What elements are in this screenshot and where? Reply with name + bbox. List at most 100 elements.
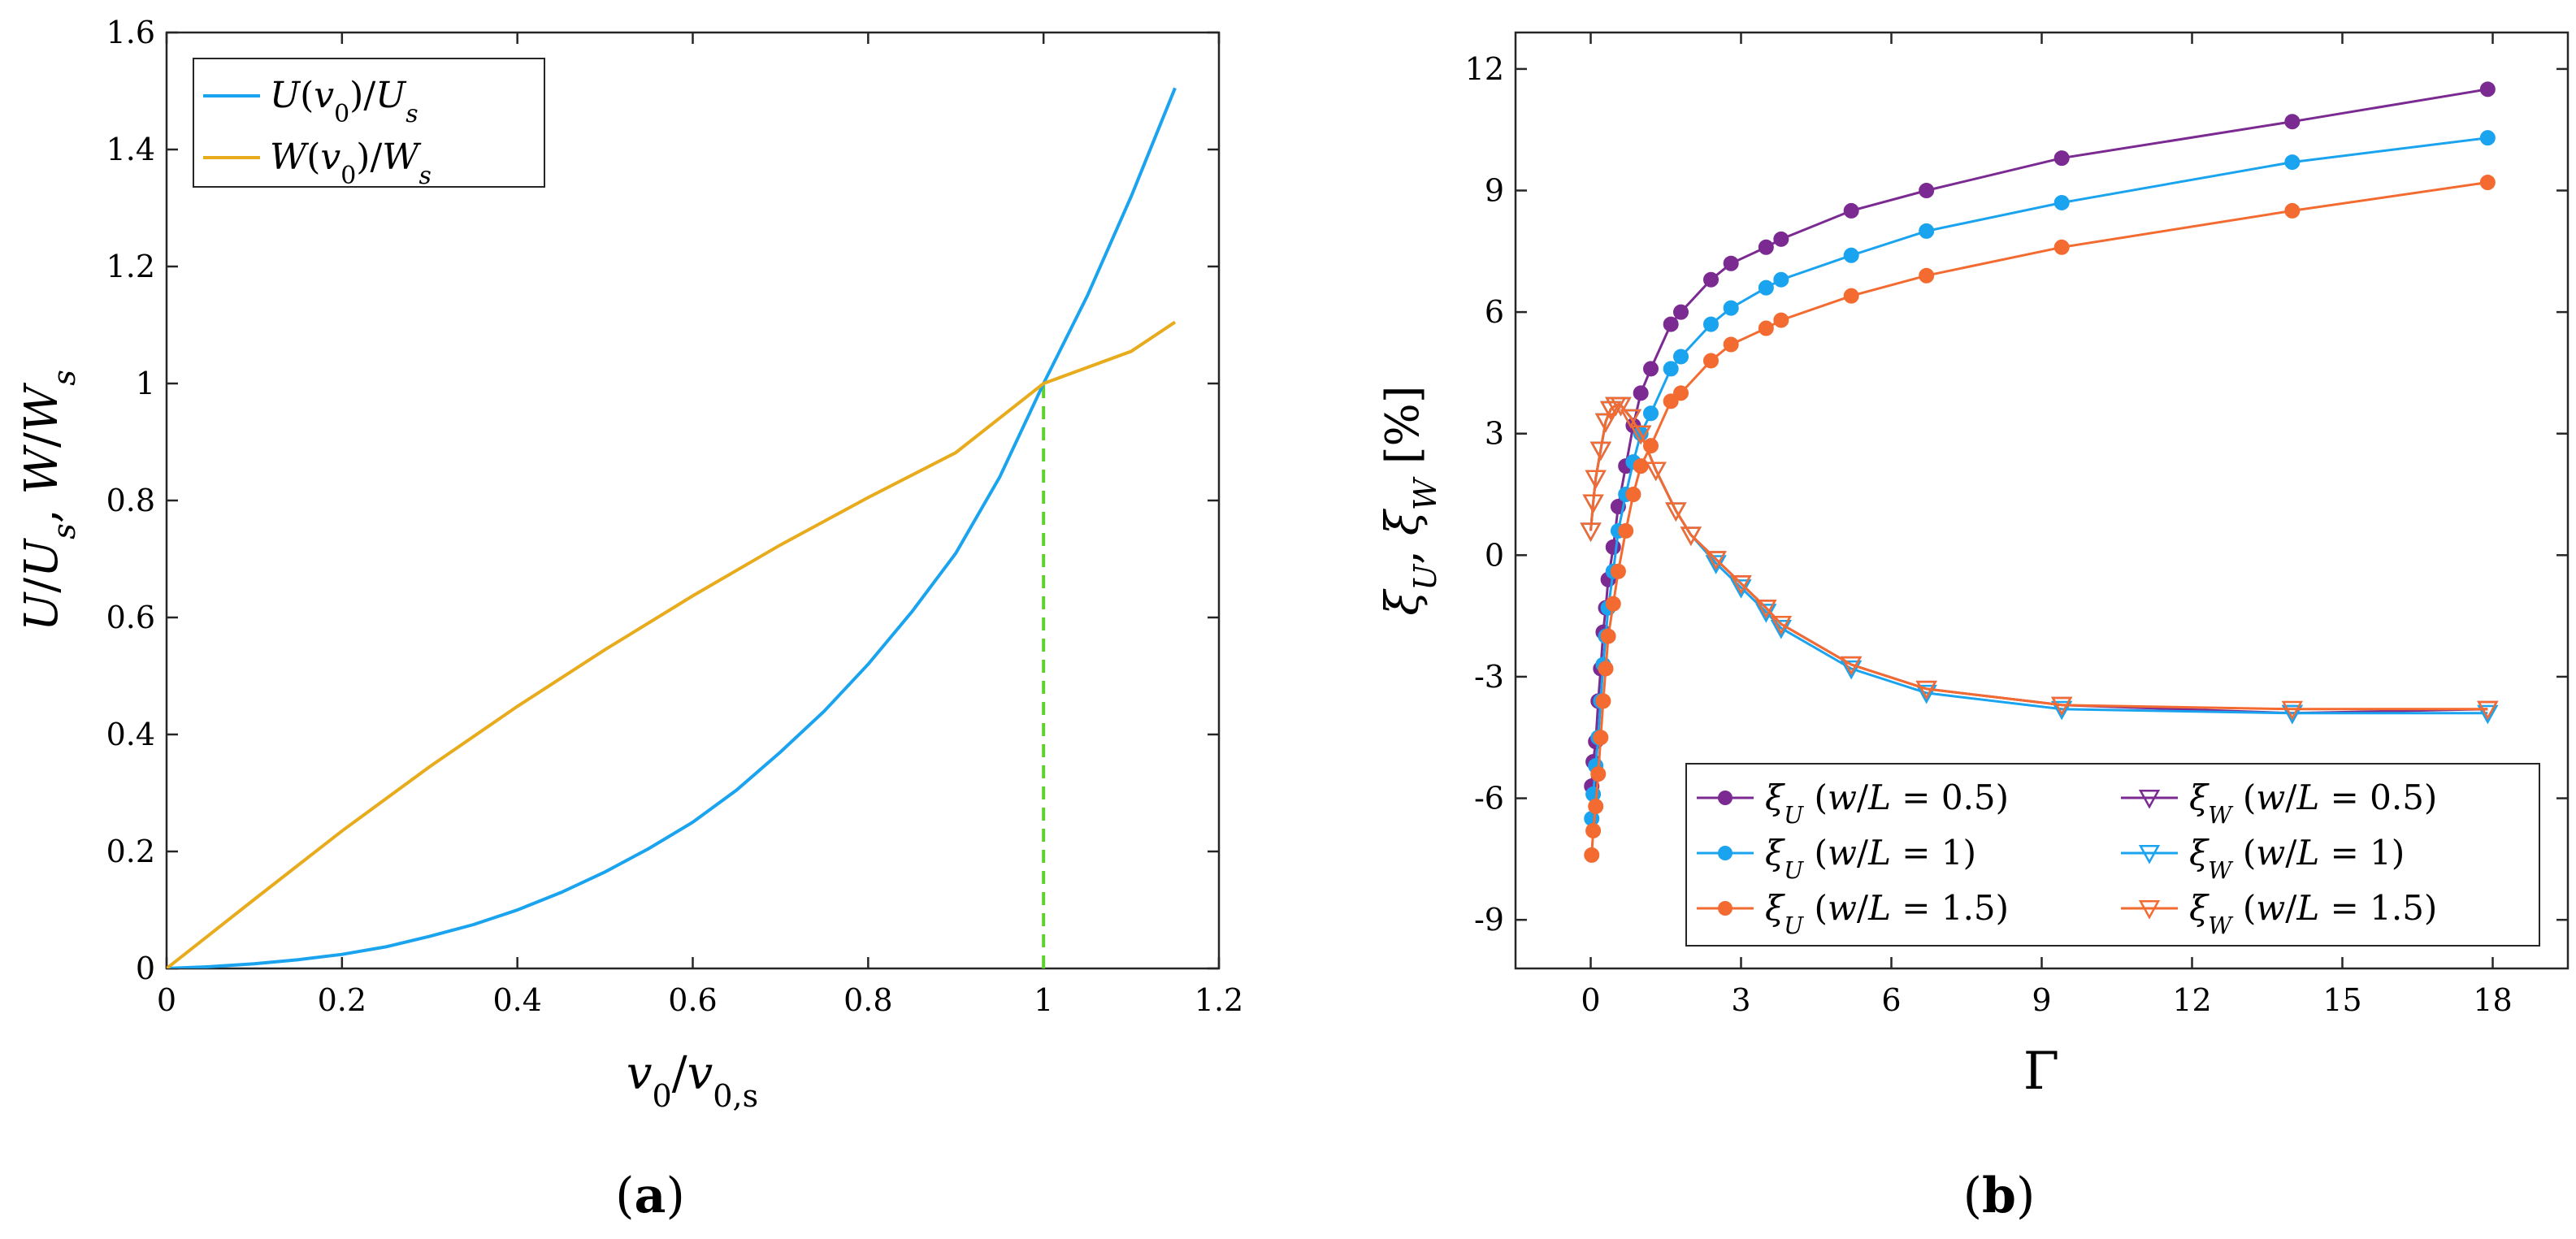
series-line-6 (1589, 404, 2488, 711)
x-tick-label: 1.2 (1195, 982, 1243, 1018)
data-point (1915, 684, 1937, 704)
data-point (1598, 661, 1614, 677)
series-line-1 (167, 87, 1177, 968)
y-tick-label: 0.2 (106, 834, 155, 869)
panel-b: 0 3 6 9 12 15 18 -9 -6 -3 0 3 6 9 12 ΓξU, ξW [%] ξU (w/L… (1377, 31, 2569, 1224)
legend-label: ξW (w/L = 0.5) (2189, 778, 2437, 829)
plot-area (167, 87, 1177, 968)
y-tick-label: -3 (1474, 659, 1504, 695)
y-tick-label: 12 (1465, 51, 1504, 87)
data-point (1585, 470, 1607, 490)
data-point (1633, 458, 1649, 474)
data-point (1723, 255, 1739, 271)
data-point (1843, 288, 1859, 304)
data-point (1843, 247, 1859, 263)
series-line-2 (167, 320, 1177, 968)
data-point (1618, 522, 1634, 539)
data-point (1673, 304, 1689, 320)
legend-label: U(v0)/Us (270, 75, 418, 128)
data-point (1585, 822, 1602, 838)
data-point (1584, 847, 1600, 863)
data-point (2051, 696, 2073, 717)
data-point (1705, 551, 1727, 570)
data-point (2477, 700, 2499, 721)
data-point (1758, 239, 1774, 255)
y-tick-label: 0.6 (106, 600, 155, 635)
x-axis-label: Γ (2023, 1042, 2059, 1102)
data-point (1633, 385, 1649, 401)
data-point (1841, 660, 1863, 680)
data-point (1588, 799, 1604, 815)
legend: U(v0)/Us W(v0)/Ws (193, 58, 545, 190)
data-point (1723, 336, 1739, 353)
data-point (2284, 154, 2301, 171)
legend-box (1685, 763, 2540, 947)
data-point (1665, 502, 1687, 522)
legend-label: ξU (w/L = 0.5) (1765, 778, 2009, 829)
data-point (1582, 494, 1604, 514)
data-point (1758, 279, 1774, 296)
legend: ξU (w/L = 0.5)ξU (w/L = 1)ξU (w/L = 1.5)… (1685, 763, 2540, 947)
data-point (1645, 461, 1667, 482)
data-point (2479, 130, 2496, 146)
series-line-3 (1590, 136, 2488, 819)
legend-label: ξU (w/L = 1.5) (1765, 888, 2009, 939)
y-tick-label: 9 (1485, 172, 1504, 208)
data-point (1625, 487, 1641, 503)
y-tick-label: 0 (136, 951, 155, 986)
data-point (1773, 312, 1789, 328)
legend-marker (1718, 901, 1733, 916)
data-point (1919, 267, 1935, 284)
data-point (2051, 700, 2073, 721)
x-tick-label: 9 (2032, 982, 2051, 1018)
data-point (2053, 150, 2070, 167)
panel-caption: (b) (1963, 1168, 2036, 1224)
data-point (1600, 628, 1616, 644)
legend-label: ξU (w/L = 1) (1765, 833, 1976, 884)
y-tick-label: 0.8 (106, 483, 155, 518)
data-point (1919, 223, 1935, 239)
x-tick-label: 0 (157, 982, 176, 1018)
y-tick-label: 1.6 (106, 15, 155, 50)
y-tick-label: -6 (1474, 781, 1504, 817)
legend-marker (1718, 846, 1733, 860)
data-point (1595, 693, 1611, 709)
data-point (1915, 680, 1937, 700)
data-point (1605, 539, 1621, 555)
data-point (1680, 526, 1702, 546)
data-point (1673, 349, 1689, 365)
data-point (1773, 231, 1789, 247)
data-point (1755, 600, 1777, 619)
x-tick-label: 0.2 (318, 982, 366, 1018)
data-point (1630, 425, 1652, 445)
data-point (2479, 81, 2496, 97)
plot-area (1580, 81, 2499, 863)
y-tick-label: 1.4 (106, 132, 155, 167)
panel-a: 0 0.2 0.4 0.6 0.8 1 1.2 0 0.2 0.4 0.6 0.8 1 1.2 1.4 1.6… (15, 15, 1243, 1224)
data-point (1770, 620, 1792, 639)
x-tick-label: 0 (1581, 982, 1600, 1018)
data-point (1843, 202, 1859, 219)
legend-marker (2138, 844, 2161, 864)
data-point (1773, 271, 1789, 288)
data-point (2281, 704, 2303, 725)
x-tick-label: 6 (1881, 982, 1901, 1018)
legend-label: ξW (w/L = 1) (2189, 833, 2405, 884)
data-point (1770, 616, 1792, 635)
data-point (2281, 700, 2303, 721)
data-point (1841, 656, 1863, 676)
panel-caption: (a) (615, 1168, 685, 1224)
data-point (1663, 361, 1679, 377)
y-tick-label: 0 (1485, 537, 1504, 573)
x-tick-label: 0.6 (668, 982, 717, 1018)
x-tick-label: 0.8 (843, 982, 892, 1018)
data-point (2053, 194, 2070, 210)
data-point (1580, 522, 1602, 542)
data-point (2479, 175, 2496, 191)
y-tick-label: 0.4 (106, 717, 155, 752)
x-axis-label: v0/v0,s (627, 1047, 758, 1114)
x-tick-label: 12 (2172, 982, 2211, 1018)
y-tick-label: 1 (136, 366, 155, 401)
data-point (1590, 766, 1607, 782)
